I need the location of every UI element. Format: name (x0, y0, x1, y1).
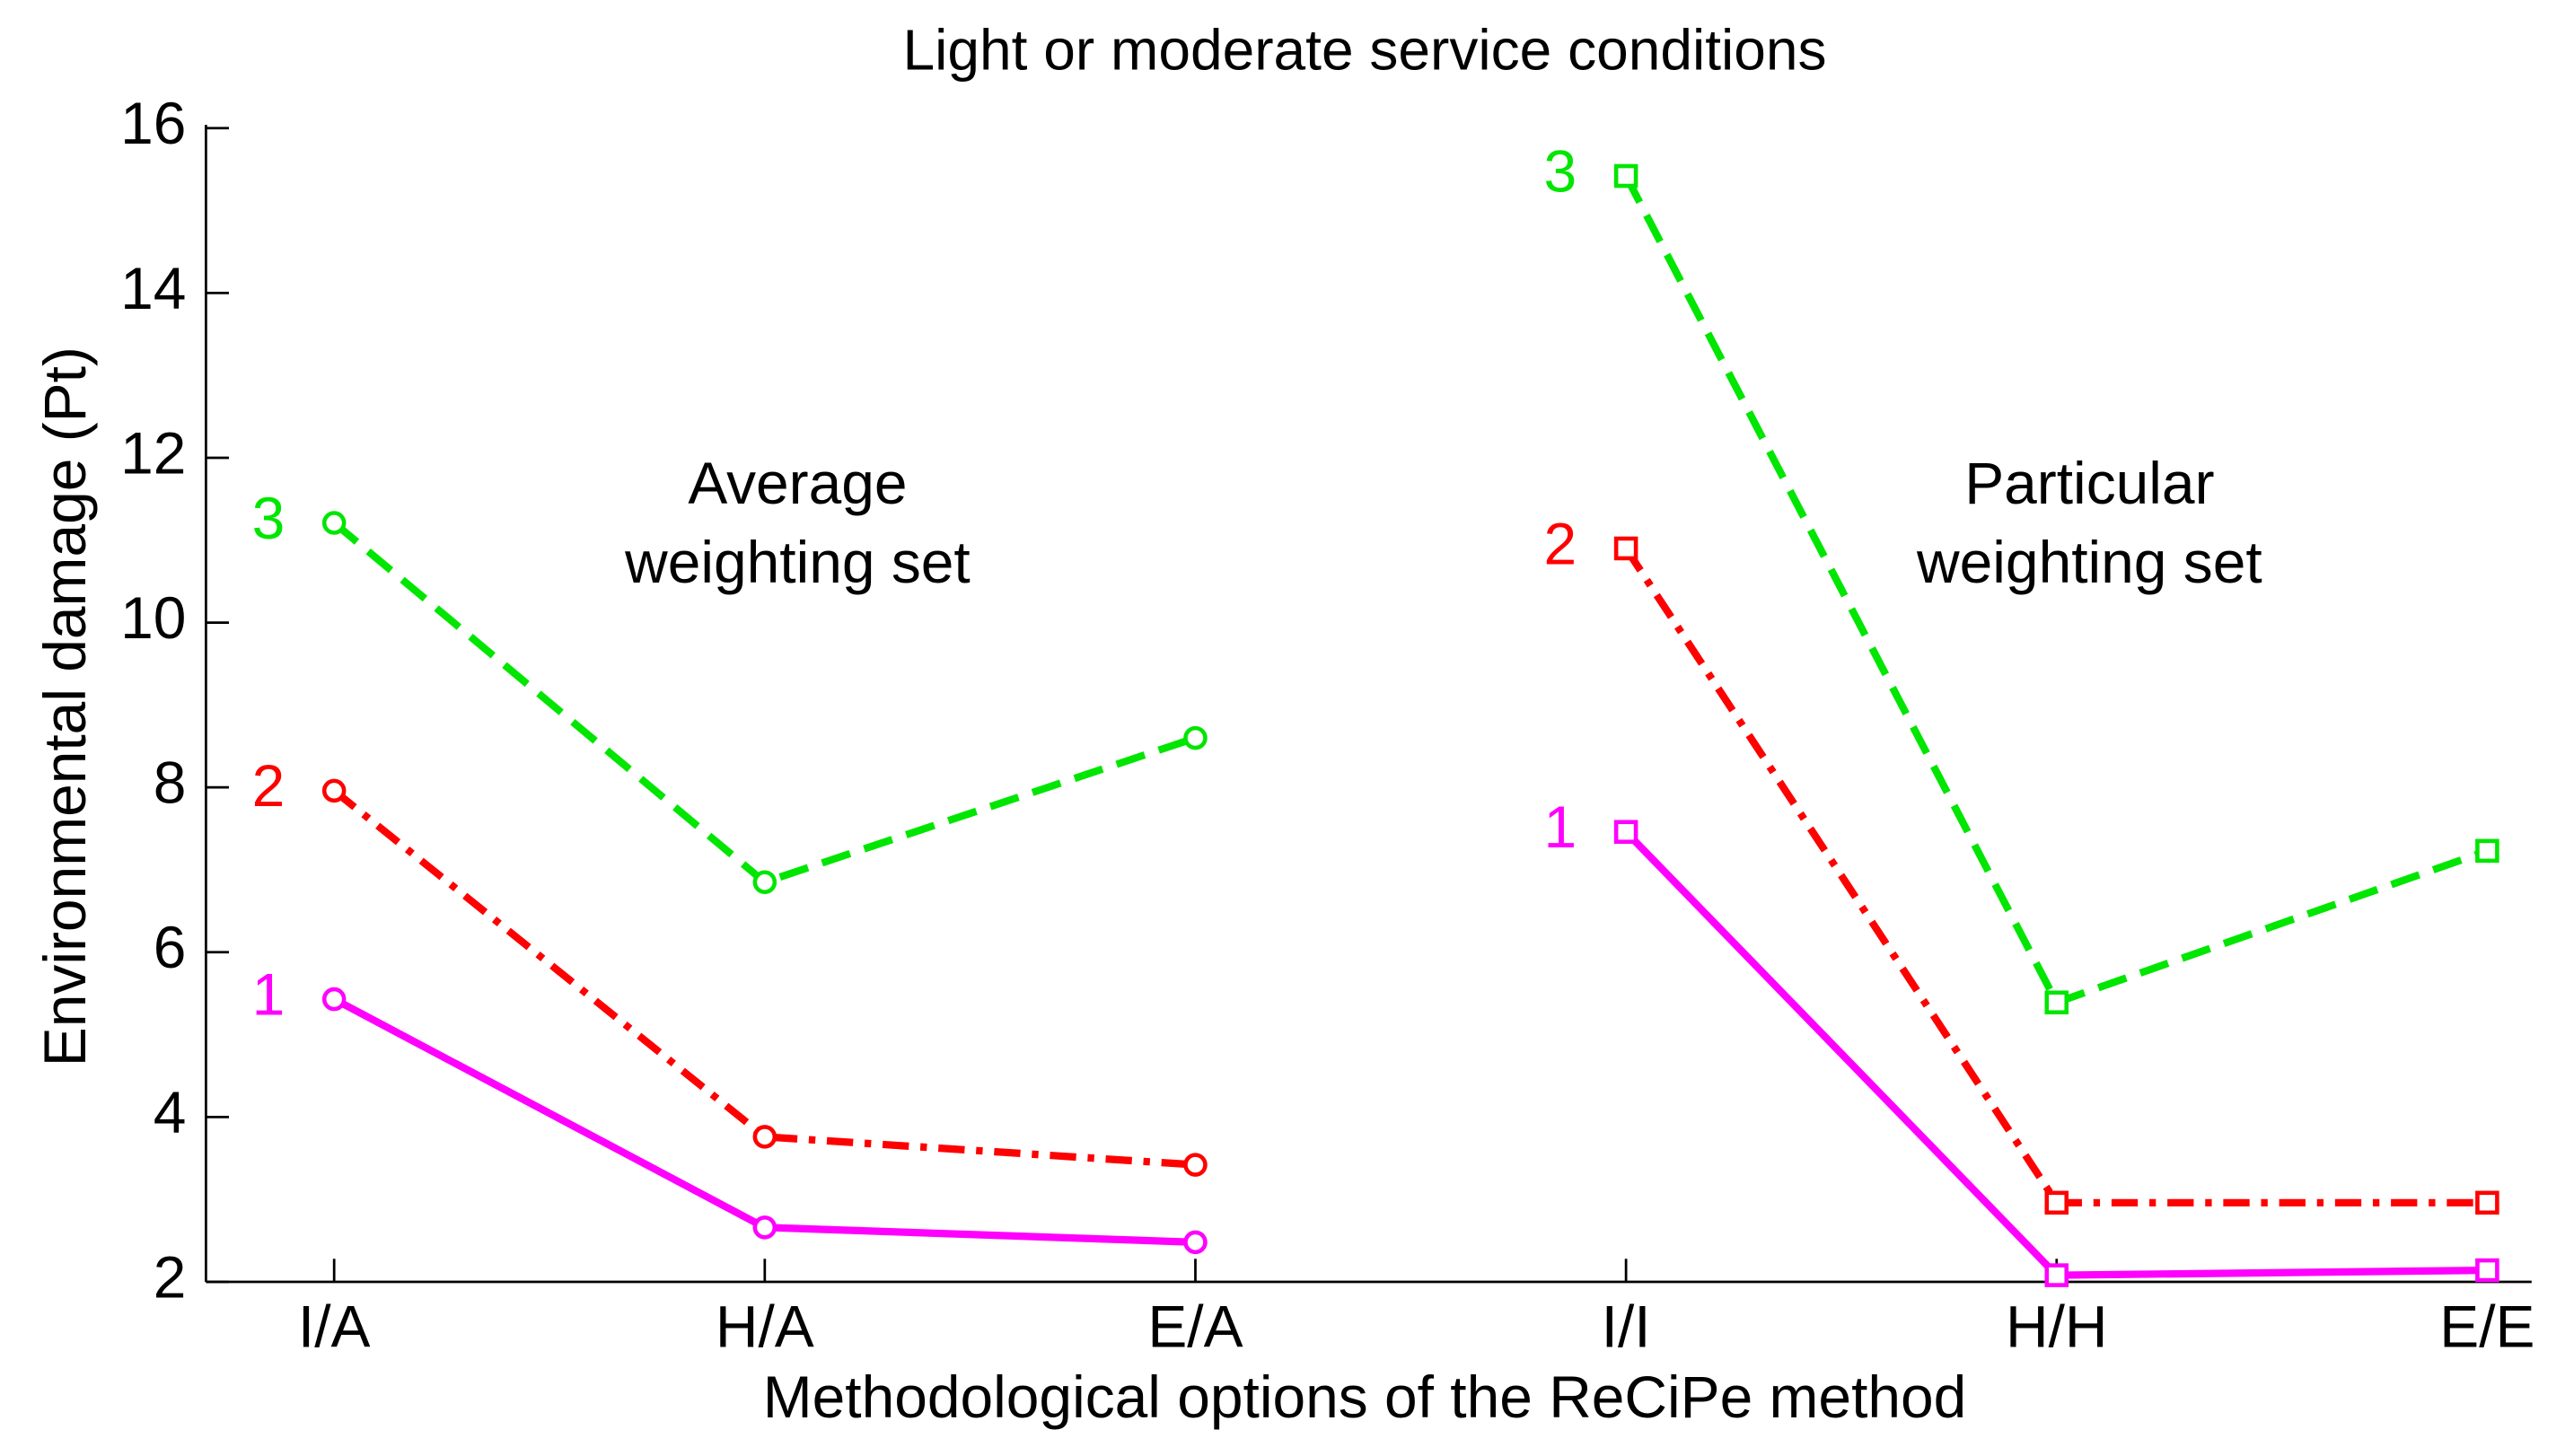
chart-title: Light or moderate service conditions (902, 17, 1826, 82)
marker (321, 511, 347, 535)
marker (321, 987, 347, 1012)
x-tick-label: I/A (298, 1293, 371, 1359)
series-label: 2 (1544, 510, 1577, 576)
series-label: 1 (252, 960, 285, 1027)
group-label: Particular (1964, 450, 2214, 516)
marker (2044, 990, 2069, 1015)
y-tick-label: 10 (120, 584, 186, 651)
marker (752, 1125, 777, 1149)
marker (752, 870, 777, 895)
x-axis-label: Methodological options of the ReCiPe met… (763, 1364, 1967, 1430)
y-tick-label: 6 (154, 914, 187, 980)
group-label: weighting set (624, 529, 971, 595)
group-label: weighting set (1916, 529, 2262, 595)
marker (1613, 820, 1638, 845)
y-tick-label: 4 (154, 1079, 187, 1145)
x-tick-label: E/A (1147, 1293, 1243, 1359)
y-tick-label: 14 (120, 255, 186, 321)
marker (1613, 536, 1638, 561)
series-label: 2 (252, 752, 285, 819)
series-line (331, 787, 1196, 1169)
x-tick-label: E/E (2439, 1293, 2534, 1359)
series-label: 3 (1544, 137, 1577, 204)
x-tick-label: H/A (716, 1293, 814, 1359)
marker (1183, 1153, 1208, 1177)
marker (1613, 163, 1638, 189)
y-tick-label: 12 (120, 419, 186, 486)
group-label: Average (688, 450, 907, 516)
marker (2475, 1190, 2499, 1215)
marker (752, 1215, 777, 1240)
marker (2044, 1263, 2069, 1287)
marker (321, 778, 347, 803)
marker (2475, 838, 2499, 864)
marker (2044, 1190, 2069, 1215)
series-line (1622, 546, 2488, 1206)
y-tick-label: 2 (154, 1243, 187, 1310)
x-tick-label: H/H (2006, 1293, 2107, 1359)
x-tick-label: I/I (1602, 1293, 1651, 1359)
series-label: 3 (252, 485, 285, 551)
y-axis-label: Environmental damage (Pt) (31, 346, 98, 1066)
y-tick-label: 16 (120, 90, 186, 156)
series-line (332, 996, 1196, 1246)
marker (1183, 1230, 1208, 1255)
marker (2475, 1258, 2499, 1283)
y-tick-label: 8 (154, 750, 187, 816)
series-label: 1 (1544, 794, 1577, 860)
marker (1183, 725, 1208, 750)
